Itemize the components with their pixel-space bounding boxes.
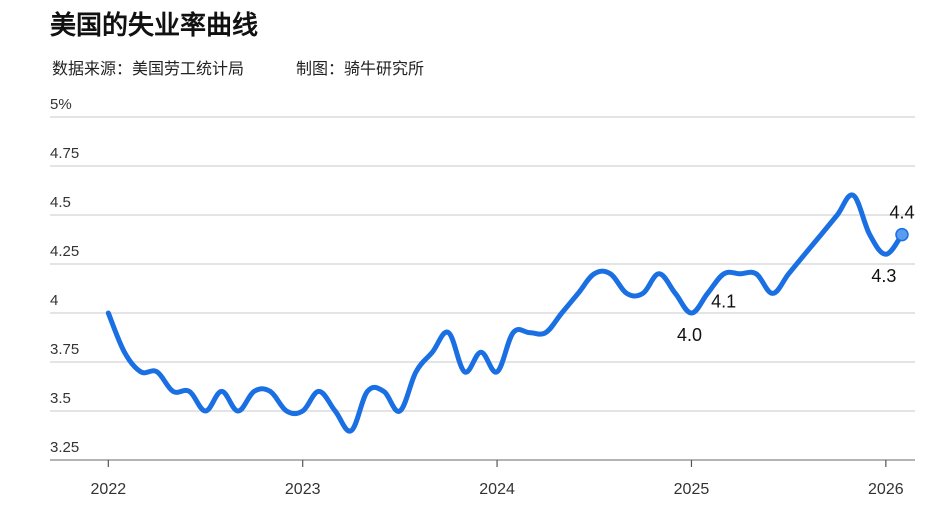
credit: 制图：骑牛研究所 — [296, 60, 424, 78]
x-tick-label: 2025 — [674, 481, 710, 498]
y-tick-label: 5% — [50, 96, 72, 113]
x-tick-label: 2022 — [91, 481, 127, 498]
source: 数据来源：美国劳工统计局 — [52, 60, 244, 78]
y-tick-label: 4.5 — [50, 194, 71, 211]
x-tick-label: 2023 — [285, 481, 321, 498]
y-tick-label: 4.25 — [50, 243, 79, 260]
data-label: 4.4 — [889, 203, 914, 223]
data-label: 4.1 — [711, 291, 736, 311]
data-label: 4.0 — [677, 325, 702, 345]
y-tick-label: 4.75 — [50, 145, 79, 162]
y-tick-label: 3.25 — [50, 439, 79, 456]
end-dot — [895, 227, 909, 242]
line — [105, 192, 905, 434]
y-tick-label: 3.5 — [50, 390, 71, 407]
x-tick-label: 2024 — [479, 481, 515, 498]
data-label: 4.3 — [871, 266, 896, 286]
chart-title: 美国的失业率曲线 — [50, 10, 258, 40]
y-tick-label: 4 — [50, 292, 58, 309]
y-tick-label: 3.75 — [50, 341, 79, 358]
x-tick-label: 2026 — [868, 481, 904, 498]
